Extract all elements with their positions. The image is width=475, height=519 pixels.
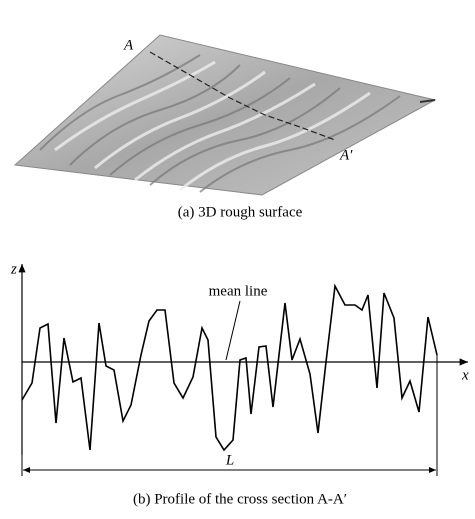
z-axis-label: z [10,261,17,277]
section-end-label: A′ [339,147,353,163]
mean-line-label: mean line [209,283,268,299]
caption-a: (a) 3D rough surface [178,204,303,220]
rough-surface [13,34,437,196]
caption-b: (b) Profile of the cross section A-A′ [133,491,347,507]
profile-line [21,283,438,452]
section-start-label: A [123,37,134,53]
x-axis-label: x [461,367,469,383]
mean-line-leader [225,300,241,361]
length-label: L [225,452,234,468]
